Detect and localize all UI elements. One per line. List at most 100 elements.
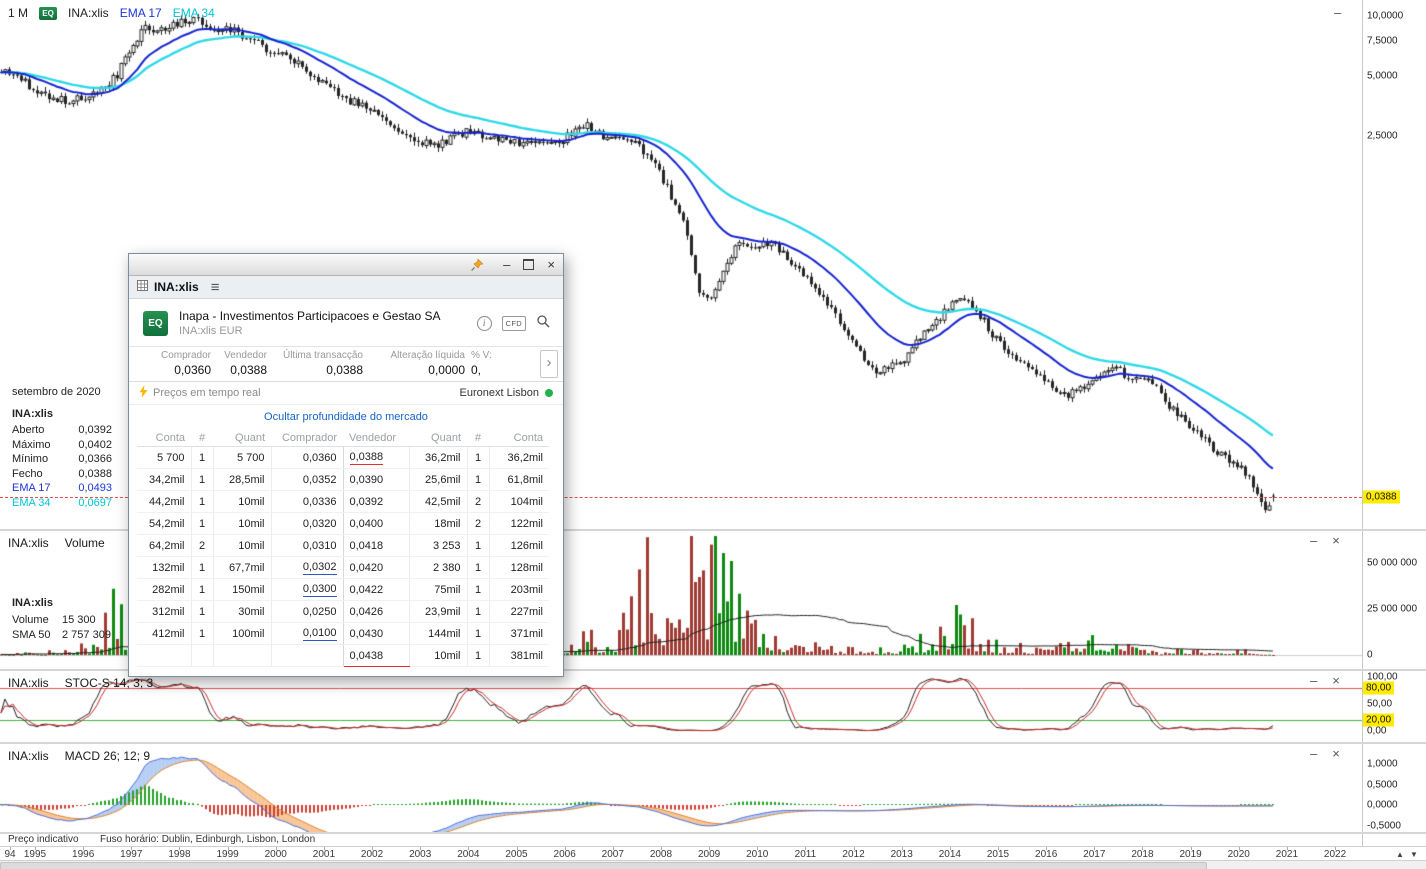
depth-cell: 28,5mil <box>213 468 272 491</box>
close-button[interactable]: × <box>547 257 555 272</box>
axis-label: 7,5000 <box>1367 35 1398 47</box>
scroll-down-button[interactable]: ▼ <box>1410 850 1418 859</box>
window-tab-row: INA:xlis ≡ <box>129 276 563 299</box>
period-label[interactable]: 1 M <box>8 6 29 20</box>
search-icon[interactable] <box>536 314 551 332</box>
collapse-price-panel-button[interactable]: – <box>1334 5 1342 20</box>
depth-row[interactable]: 64,2mil 2 10mil 0,0310 0,0418 3 253 1 126mil <box>137 534 549 557</box>
axis-label: 5,0000 <box>1367 70 1398 82</box>
depth-row[interactable]: 412mil 1 100mil 0,0100 0,0430 144mil 1 371mil <box>137 622 549 645</box>
depth-column-header[interactable]: Vendedor <box>343 429 409 447</box>
collapse-volume-panel-button[interactable]: – <box>1310 533 1318 548</box>
depth-cell: 0,0438 <box>343 644 410 667</box>
data-window-row: Máximo 0,0402 <box>12 438 112 451</box>
scrollbar-thumb[interactable] <box>0 862 1207 869</box>
ema34-legend[interactable]: EMA 34 <box>172 6 215 20</box>
depth-cell: 227mil <box>489 600 549 623</box>
time-axis-tick <box>227 847 229 850</box>
table-icon <box>137 280 148 294</box>
depth-row[interactable]: 44,2mil 1 10mil 0,0336 0,0392 42,5mil 2 104mil <box>137 490 549 513</box>
instrument-header: EQ Inapa - Investimentos Participacoes e… <box>129 299 563 346</box>
depth-cell: 0,0100 <box>271 622 344 645</box>
depth-cell: 0,0302 <box>271 556 344 579</box>
axis-label: 50 000 000 <box>1367 557 1418 569</box>
time-axis-label: 2020 <box>1227 849 1250 860</box>
depth-cell: 18mil <box>409 512 468 535</box>
symbol-legend[interactable]: INA:xlis <box>68 6 109 20</box>
stoch-title-study: STOC-S 14; 3; 3 <box>64 676 154 690</box>
depth-row[interactable]: 54,2mil 1 10mil 0,0320 0,0400 18mil 2 122mil <box>137 512 549 535</box>
depth-row[interactable]: 132mil 1 67,7mil 0,0302 0,0420 2 380 1 128mil <box>137 556 549 579</box>
axis-label: 0,00 <box>1367 725 1387 737</box>
depth-cell: 34,2mil <box>137 468 192 491</box>
axis-label: 0,5000 <box>1367 779 1398 790</box>
depth-cell: 1 <box>467 446 490 469</box>
depth-row[interactable]: 282mil 1 150mil 0,0300 0,0422 75mil 1 203mil <box>137 578 549 601</box>
time-axis-tick <box>998 847 999 850</box>
depth-cell: 381mil <box>489 644 549 667</box>
depth-cell: 10mil <box>213 490 272 513</box>
volume-title-symbol: INA:xlis <box>8 536 49 550</box>
depth-cell: 2 <box>467 490 490 513</box>
depth-column-header[interactable]: Quant <box>409 429 467 447</box>
time-axis-tick <box>323 847 325 850</box>
macd-panel: INA:xlis MACD 26; 12; 9 – × 1,0000 0,5000 0… <box>0 744 1426 834</box>
depth-row[interactable]: 0,0438 10mil 1 381mil <box>137 644 549 667</box>
window-menu-button[interactable]: ≡ <box>210 278 220 296</box>
depth-row[interactable]: 5 700 1 5 700 0,0360 0,0388 36,2mil 1 36,2mil <box>137 446 549 469</box>
depth-cell: 75mil <box>409 578 468 601</box>
depth-column-header[interactable]: Comprador <box>271 429 343 447</box>
last-trade-value: 0,0388 <box>326 363 363 377</box>
close-macd-panel-button[interactable]: × <box>1332 746 1340 761</box>
depth-column-header[interactable]: # <box>467 429 489 447</box>
depth-cell: 0,0430 <box>343 622 410 645</box>
time-axis-label: 2012 <box>842 849 865 860</box>
depth-cell: 1 <box>467 468 490 491</box>
pin-icon[interactable] <box>470 258 484 272</box>
collapse-macd-panel-button[interactable]: – <box>1310 746 1318 761</box>
time-axis-tick <box>901 847 903 850</box>
ema17-legend[interactable]: EMA 17 <box>119 6 162 20</box>
depth-cell: 0,0420 <box>343 556 410 579</box>
volume-panel-title: INA:xlis Volume <box>8 536 105 550</box>
depth-cell <box>213 644 272 667</box>
depth-column-header[interactable]: Conta <box>489 429 549 447</box>
depth-cell: 282mil <box>137 578 192 601</box>
depth-cell: 5 700 <box>137 446 192 469</box>
depth-row[interactable]: 34,2mil 1 28,5mil 0,0352 0,0390 25,6mil 1 61,8m… <box>137 468 549 491</box>
time-axis-tick <box>1238 847 1240 850</box>
depth-cell: 67,7mil <box>213 556 272 579</box>
window-titlebar[interactable]: – × <box>129 254 563 276</box>
depth-cell: 0,0392 <box>343 490 410 513</box>
macd-canvas[interactable] <box>0 744 1362 834</box>
minimize-button[interactable]: – <box>503 257 511 272</box>
horizontal-scrollbar[interactable] <box>0 860 1426 869</box>
time-axis-tick <box>805 847 807 850</box>
depth-cell: 0,0250 <box>271 600 344 623</box>
hide-market-depth-link[interactable]: Ocultar profundidade do mercado <box>264 411 428 423</box>
depth-column-header[interactable]: # <box>191 429 213 447</box>
maximize-button[interactable] <box>523 259 535 270</box>
time-axis[interactable]: ▲ ▼ 94 1995 1996 1997 1998 1999 2000 2001 2002 20… <box>0 846 1426 861</box>
depth-cell: 2 <box>191 534 214 557</box>
close-volume-panel-button[interactable]: × <box>1332 533 1340 548</box>
depth-cell: 144mil <box>409 622 468 645</box>
cfd-badge[interactable]: CFD <box>501 315 526 331</box>
depth-column-header[interactable]: Quant <box>213 429 271 447</box>
volume-overlay-symbol: INA:xlis <box>12 597 53 609</box>
depth-cell: 150mil <box>213 578 272 601</box>
collapse-stochastic-panel-button[interactable]: – <box>1310 673 1318 688</box>
axis-label: 25 000 000 <box>1367 603 1418 615</box>
expand-quote-button[interactable]: › <box>540 350 558 378</box>
time-axis-label: 2007 <box>601 849 624 860</box>
info-icon[interactable]: i <box>476 315 492 331</box>
time-axis-label: 2000 <box>264 849 287 860</box>
depth-row[interactable]: 312mil 1 30mil 0,0250 0,0426 23,9mil 1 227mil <box>137 600 549 623</box>
depth-column-header[interactable]: Conta <box>137 429 191 447</box>
stoch-title-symbol: INA:xlis <box>8 676 49 690</box>
scroll-up-button[interactable]: ▲ <box>1396 850 1404 859</box>
stochastic-canvas[interactable] <box>0 671 1362 744</box>
depth-cell: 36,2mil <box>409 446 468 469</box>
close-stochastic-panel-button[interactable]: × <box>1332 673 1340 688</box>
